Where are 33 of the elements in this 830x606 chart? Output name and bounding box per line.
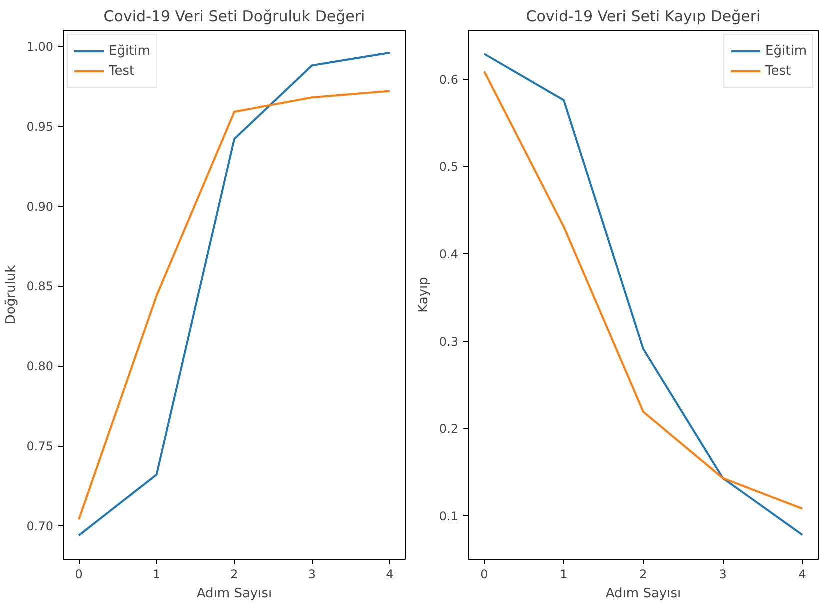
y-tick-label: 1.00 bbox=[26, 40, 54, 54]
y-tick-label: 0.4 bbox=[439, 247, 459, 262]
x-tick-label: 2 bbox=[640, 568, 648, 582]
y-tick-label: 0.90 bbox=[26, 200, 54, 214]
x-tick-label: 0 bbox=[480, 568, 488, 582]
chart-title: Covid-19 Veri Seti Doğruluk Değeri bbox=[104, 8, 366, 26]
x-tick-label: 1 bbox=[152, 568, 161, 582]
legend-label: Test bbox=[109, 64, 135, 78]
y-axis-title: Doğruluk bbox=[4, 264, 19, 325]
y-tick-label: 0.85 bbox=[26, 280, 54, 294]
legend-label: Eğitim bbox=[766, 44, 807, 58]
y-tick-label: 0.70 bbox=[26, 519, 54, 534]
legend-label: Eğitim bbox=[109, 44, 150, 58]
y-tick-label: 0.95 bbox=[26, 120, 54, 134]
x-tick-label: 3 bbox=[308, 568, 316, 582]
y-tick-label: 0.5 bbox=[439, 160, 459, 174]
x-tick-label: 2 bbox=[230, 568, 238, 582]
x-axis-title: Adım Sayısı bbox=[606, 586, 682, 602]
legend-label: Test bbox=[766, 64, 792, 78]
x-tick-label: 4 bbox=[798, 568, 806, 582]
y-tick-label: 0.6 bbox=[439, 72, 459, 87]
y-axis-title: Kayıp bbox=[416, 277, 432, 313]
chart-title: Covid-19 Veri Seti Kayıp Değeri bbox=[526, 8, 761, 26]
x-tick-label: 0 bbox=[75, 568, 83, 582]
y-tick-label: 0.2 bbox=[439, 422, 459, 436]
x-tick-label: 1 bbox=[560, 568, 568, 582]
x-tick-label: 3 bbox=[719, 568, 727, 582]
y-tick-label: 0.1 bbox=[439, 509, 459, 524]
y-tick-label: 0.3 bbox=[439, 334, 459, 349]
x-axis-title: Adım Sayısı bbox=[196, 586, 272, 602]
y-tick-label: 0.75 bbox=[26, 440, 54, 454]
y-tick-label: 0.80 bbox=[26, 360, 54, 374]
x-tick-label: 4 bbox=[386, 568, 394, 582]
